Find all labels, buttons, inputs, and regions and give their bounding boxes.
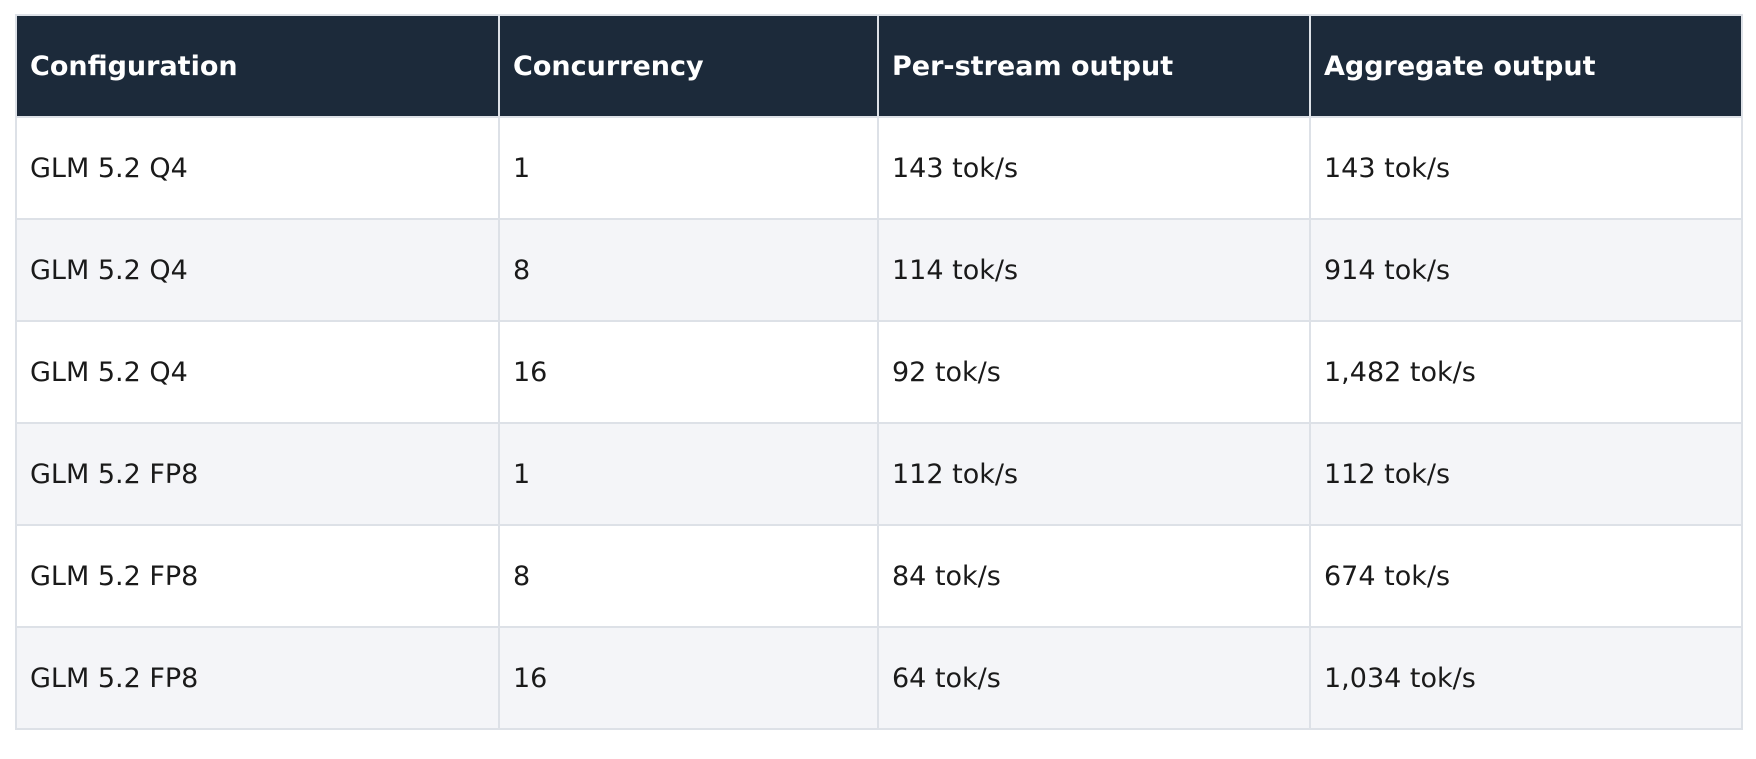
table-row: GLM 5.2 Q4 1 143 tok/s 143 tok/s [15,116,1743,220]
cell-concurrency: 1 [498,422,879,526]
cell-per-stream-output: 143 tok/s [877,116,1311,220]
cell-per-stream-output: 84 tok/s [877,524,1311,628]
cell-per-stream-output: 64 tok/s [877,626,1311,730]
cell-aggregate-output: 112 tok/s [1309,422,1743,526]
table-row: GLM 5.2 FP8 1 112 tok/s 112 tok/s [15,422,1743,526]
cell-aggregate-output: 674 tok/s [1309,524,1743,628]
header-aggregate-output: Aggregate output [1309,14,1743,118]
cell-configuration: GLM 5.2 FP8 [15,626,500,730]
cell-concurrency: 8 [498,524,879,628]
cell-concurrency: 16 [498,320,879,424]
cell-concurrency: 1 [498,116,879,220]
header-concurrency: Concurrency [498,14,879,118]
table-row: GLM 5.2 Q4 8 114 tok/s 914 tok/s [15,218,1743,322]
table-header: Configuration Concurrency Per-stream out… [15,14,1743,118]
table-body: GLM 5.2 Q4 1 143 tok/s 143 tok/s GLM 5.2… [15,116,1743,730]
cell-configuration: GLM 5.2 Q4 [15,218,500,322]
throughput-table-container: Configuration Concurrency Per-stream out… [15,14,1743,730]
cell-configuration: GLM 5.2 Q4 [15,320,500,424]
cell-configuration: GLM 5.2 FP8 [15,422,500,526]
cell-concurrency: 16 [498,626,879,730]
throughput-table: Configuration Concurrency Per-stream out… [15,14,1743,730]
table-row: GLM 5.2 FP8 8 84 tok/s 674 tok/s [15,524,1743,628]
cell-aggregate-output: 1,034 tok/s [1309,626,1743,730]
cell-configuration: GLM 5.2 FP8 [15,524,500,628]
cell-configuration: GLM 5.2 Q4 [15,116,500,220]
cell-per-stream-output: 92 tok/s [877,320,1311,424]
cell-aggregate-output: 143 tok/s [1309,116,1743,220]
table-row: GLM 5.2 Q4 16 92 tok/s 1,482 tok/s [15,320,1743,424]
cell-concurrency: 8 [498,218,879,322]
header-row: Configuration Concurrency Per-stream out… [15,14,1743,118]
cell-aggregate-output: 1,482 tok/s [1309,320,1743,424]
cell-per-stream-output: 112 tok/s [877,422,1311,526]
header-per-stream-output: Per-stream output [877,14,1311,118]
cell-aggregate-output: 914 tok/s [1309,218,1743,322]
table-row: GLM 5.2 FP8 16 64 tok/s 1,034 tok/s [15,626,1743,730]
header-configuration: Configuration [15,14,500,118]
cell-per-stream-output: 114 tok/s [877,218,1311,322]
